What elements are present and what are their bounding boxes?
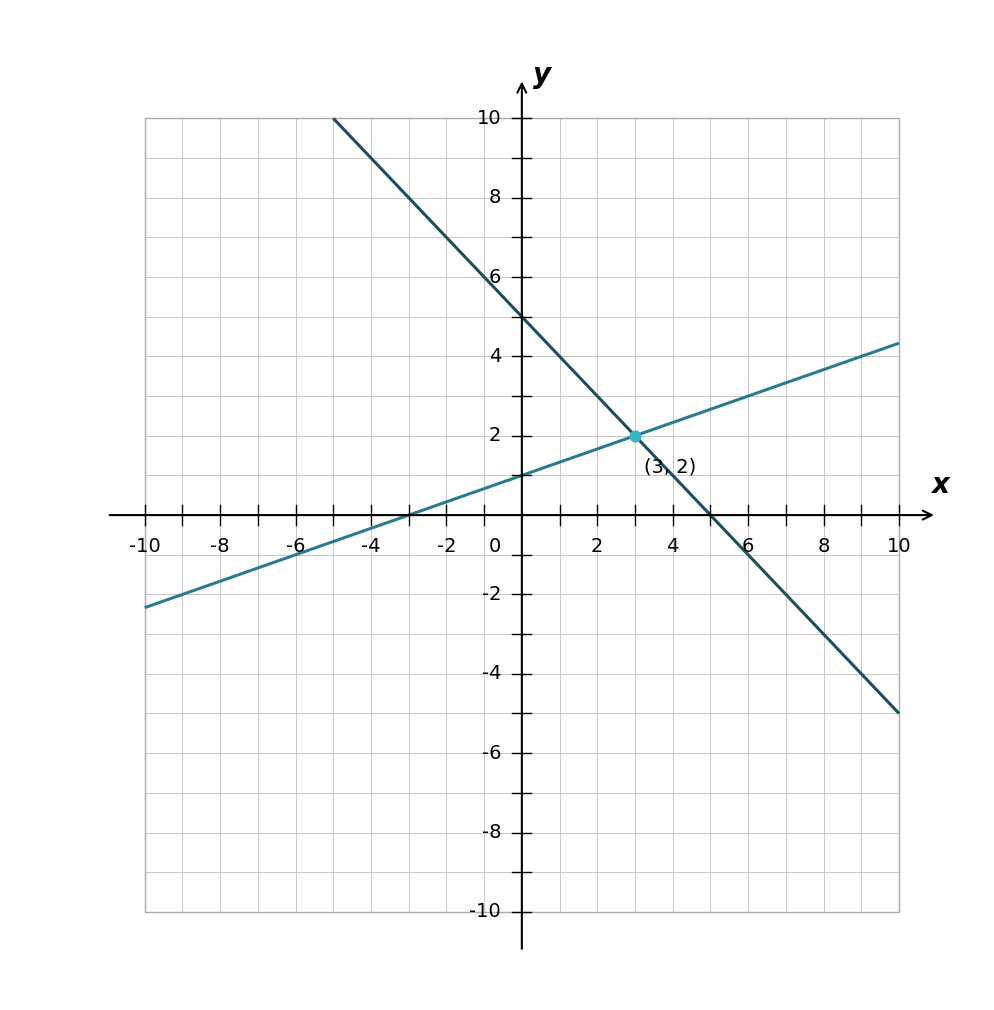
Text: 6: 6 [489, 268, 501, 287]
Text: -2: -2 [436, 537, 456, 556]
Text: -8: -8 [211, 537, 230, 556]
Text: 2: 2 [489, 426, 501, 445]
Text: 8: 8 [489, 188, 501, 207]
Bar [145, 118, 899, 912]
Text: 4: 4 [489, 346, 501, 366]
Text: -6: -6 [482, 743, 501, 763]
Text: -4: -4 [482, 665, 501, 684]
Text: 0: 0 [489, 537, 501, 556]
Text: y: y [533, 61, 552, 89]
Text: -10: -10 [469, 902, 501, 921]
Text: -6: -6 [286, 537, 305, 556]
Point [627, 427, 643, 443]
Text: 2: 2 [591, 537, 603, 556]
Text: -2: -2 [482, 585, 501, 604]
Text: -8: -8 [482, 823, 501, 842]
Text: 10: 10 [476, 109, 501, 128]
Text: 8: 8 [817, 537, 830, 556]
Text: -10: -10 [129, 537, 161, 556]
Text: 6: 6 [742, 537, 754, 556]
Text: (3, 2): (3, 2) [644, 458, 697, 477]
Text: 10: 10 [887, 537, 911, 556]
Text: -4: -4 [361, 537, 381, 556]
Text: x: x [931, 472, 949, 499]
Text: 4: 4 [667, 537, 679, 556]
